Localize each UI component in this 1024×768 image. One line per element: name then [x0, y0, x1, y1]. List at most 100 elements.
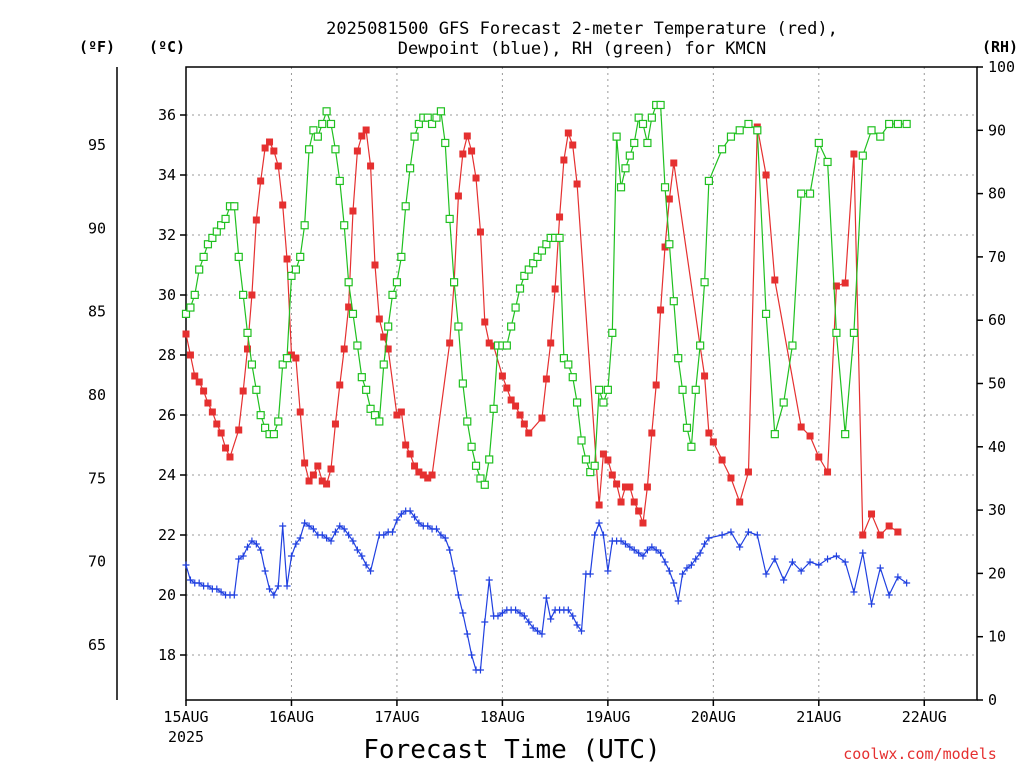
- dewpoint-point: [744, 528, 752, 536]
- temperature-point: [815, 453, 823, 461]
- dewpoint-point: [327, 537, 335, 545]
- dewpoint-point: [824, 555, 832, 563]
- dewpoint-point: [516, 609, 524, 617]
- rh-point: [529, 259, 538, 268]
- temperature-point: [419, 471, 427, 479]
- rh-point: [555, 233, 564, 243]
- rh-tick-label: 40: [988, 438, 1006, 456]
- fahrenheit-tick-label: 65: [88, 636, 106, 654]
- dewpoint-point: [868, 600, 876, 608]
- rh-point: [212, 227, 221, 236]
- dewpoint-point: [595, 519, 603, 527]
- dewpoint-point: [665, 567, 673, 575]
- dewpoint-point: [657, 549, 665, 557]
- dewpoint-point: [309, 525, 317, 533]
- rh-point: [634, 113, 643, 122]
- temperature-point: [314, 462, 322, 470]
- temperature-point: [705, 429, 713, 437]
- series-layer: [181, 100, 911, 674]
- dewpoint-point: [305, 522, 313, 530]
- rh-point: [608, 328, 617, 337]
- dewpoint-point: [670, 579, 678, 587]
- temperature-point: [459, 150, 467, 158]
- temperature-point: [327, 465, 335, 473]
- rh-point: [902, 119, 911, 129]
- temperature-point: [331, 420, 339, 428]
- rh-point: [805, 189, 815, 198]
- dewpoint-point: [718, 531, 726, 539]
- temperature-point: [718, 456, 726, 464]
- dewpoint-point: [876, 564, 884, 572]
- dewpoint-point: [771, 555, 779, 563]
- temperature-point: [375, 315, 383, 323]
- rh-point: [445, 214, 454, 224]
- rh-point: [520, 271, 529, 280]
- x-axis-label: Forecast Time (UTC): [363, 735, 660, 765]
- rh-point: [735, 126, 744, 135]
- rh-point: [849, 328, 859, 337]
- dewpoint-point: [687, 561, 695, 569]
- temperature-point: [648, 429, 656, 437]
- rh-point: [357, 373, 366, 382]
- dewpoint-point: [534, 627, 542, 635]
- rh-point: [797, 189, 806, 198]
- temperature-point: [446, 339, 454, 347]
- rh-point: [603, 385, 612, 394]
- temperature-line: [185, 126, 899, 537]
- rh-tick-label: 0: [988, 691, 997, 709]
- temperature-point: [657, 306, 665, 314]
- rh-point: [788, 341, 797, 350]
- rh-point: [432, 113, 441, 122]
- dewpoint-point: [424, 522, 432, 530]
- dewpoint-point: [437, 531, 445, 539]
- rh-point: [568, 373, 577, 382]
- dewpoint-point: [331, 528, 339, 536]
- dewpoint-point: [494, 612, 502, 620]
- dewpoint-point: [573, 621, 581, 629]
- temperature-point: [323, 480, 331, 488]
- rh-point: [406, 164, 415, 173]
- dewpoint-point: [252, 540, 260, 548]
- rh-point: [564, 360, 573, 369]
- celsius-tick-label: 24: [158, 466, 176, 484]
- rh-point: [331, 145, 340, 154]
- temperature-point: [498, 372, 506, 380]
- temperature-point: [200, 387, 208, 395]
- temperature-point: [542, 375, 550, 383]
- temperature-point: [608, 471, 616, 479]
- rh-point: [467, 442, 476, 451]
- dewpoint-point: [261, 567, 269, 575]
- rh-point: [638, 119, 648, 129]
- dewpoint-point: [564, 606, 572, 614]
- temperature-point: [367, 162, 375, 170]
- temperature-point: [556, 213, 564, 221]
- temperature-point: [894, 528, 902, 536]
- temperature-point: [336, 381, 344, 389]
- rh-point: [274, 417, 283, 426]
- rh-point: [779, 398, 788, 407]
- temperature-point: [824, 468, 832, 476]
- rh-point: [595, 385, 604, 394]
- dewpoint-point: [415, 519, 423, 527]
- temperature-point: [630, 498, 638, 506]
- temperature-point: [868, 510, 876, 518]
- dewpoint-point: [367, 567, 375, 575]
- dewpoint-point: [353, 546, 361, 554]
- x-tick-label: 17AUG: [374, 708, 419, 726]
- celsius-tick-label: 32: [158, 226, 176, 244]
- temperature-point: [353, 147, 361, 155]
- rh-point: [423, 113, 432, 122]
- rh-point: [687, 442, 696, 451]
- rh-point: [441, 138, 450, 148]
- rh-point: [243, 328, 252, 337]
- rh-point: [858, 151, 867, 160]
- dewpoint-point: [705, 534, 713, 542]
- rh-point: [471, 461, 481, 470]
- dewpoint-point: [643, 546, 651, 554]
- temperature-point: [621, 483, 629, 491]
- temperature-point: [604, 456, 612, 464]
- x-year-label: 2025: [168, 728, 204, 746]
- rh-point: [348, 309, 358, 318]
- temperature-point: [397, 408, 405, 416]
